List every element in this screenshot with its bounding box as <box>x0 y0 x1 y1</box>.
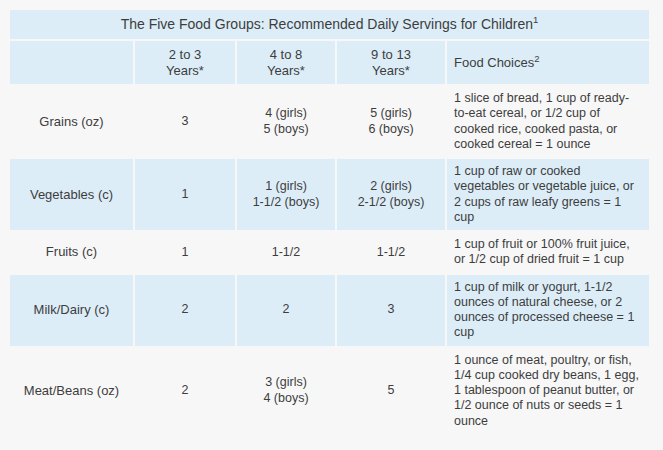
cell-food-choices: 1 cup of milk or yogurt, 1-1/2 ounces of… <box>447 275 649 346</box>
cell-age-2-3: 3 <box>135 86 235 157</box>
header-food-choices-text: Food Choices <box>454 55 534 70</box>
cell-food-group: Milk/Dairy (c) <box>10 275 133 346</box>
cell-age-4-8: 4 (girls) 5 (boys) <box>237 86 335 157</box>
header-row: 2 to 3 Years* 4 to 8 Years* 9 to 13 Year… <box>10 41 649 84</box>
header-cell-empty <box>10 41 133 84</box>
cell-age-9-13: 5 (girls) 6 (boys) <box>337 86 445 157</box>
cell-age-4-8: 1 (girls) 1-1/2 (boys) <box>237 159 335 230</box>
cell-food-choices: 1 cup of fruit or 100% fruit juice, or 1… <box>447 232 649 273</box>
header-food-choices-superscript: 2 <box>534 52 539 63</box>
cell-food-choices: 1 ounce of meat, poultry, or fish, 1/4 c… <box>447 348 649 434</box>
table-title-superscript: 1 <box>533 14 538 25</box>
cell-food-choices: 1 slice of bread, 1 cup of ready-to-eat … <box>447 86 649 157</box>
food-groups-table: The Five Food Groups: Recommended Daily … <box>8 8 651 436</box>
cell-age-9-13: 5 <box>337 348 445 434</box>
cell-food-group: Fruits (c) <box>10 232 133 273</box>
table-title-row: The Five Food Groups: Recommended Daily … <box>10 10 649 39</box>
cell-food-group: Meat/Beans (oz) <box>10 348 133 434</box>
table-title-text: The Five Food Groups: Recommended Daily … <box>121 16 533 32</box>
cell-age-9-13: 3 <box>337 275 445 346</box>
cell-age-2-3: 1 <box>135 232 235 273</box>
header-cell-food-choices: Food Choices2 <box>447 41 649 84</box>
cell-age-2-3: 2 <box>135 275 235 346</box>
cell-food-choices: 1 cup of raw or cooked vegetables or veg… <box>447 159 649 230</box>
table-row-meat-beans: Meat/Beans (oz) 2 3 (girls) 4 (boys) 5 1… <box>10 348 649 434</box>
table-row-grains: Grains (oz) 3 4 (girls) 5 (boys) 5 (girl… <box>10 86 649 157</box>
header-cell-age-9-13: 9 to 13 Years* <box>337 41 445 84</box>
table-row-vegetables: Vegetables (c) 1 1 (girls) 1-1/2 (boys) … <box>10 159 649 230</box>
table-title: The Five Food Groups: Recommended Daily … <box>10 10 649 39</box>
cell-food-group: Grains (oz) <box>10 86 133 157</box>
cell-age-4-8: 2 <box>237 275 335 346</box>
cell-food-group: Vegetables (c) <box>10 159 133 230</box>
cell-age-9-13: 2 (girls) 2-1/2 (boys) <box>337 159 445 230</box>
cell-age-2-3: 2 <box>135 348 235 434</box>
header-cell-age-4-8: 4 to 8 Years* <box>237 41 335 84</box>
cell-age-9-13: 1-1/2 <box>337 232 445 273</box>
cell-age-4-8: 1-1/2 <box>237 232 335 273</box>
cell-age-4-8: 3 (girls) 4 (boys) <box>237 348 335 434</box>
cell-age-2-3: 1 <box>135 159 235 230</box>
table-row-fruits: Fruits (c) 1 1-1/2 1-1/2 1 cup of fruit … <box>10 232 649 273</box>
header-cell-age-2-3: 2 to 3 Years* <box>135 41 235 84</box>
table-row-milk-dairy: Milk/Dairy (c) 2 2 3 1 cup of milk or yo… <box>10 275 649 346</box>
